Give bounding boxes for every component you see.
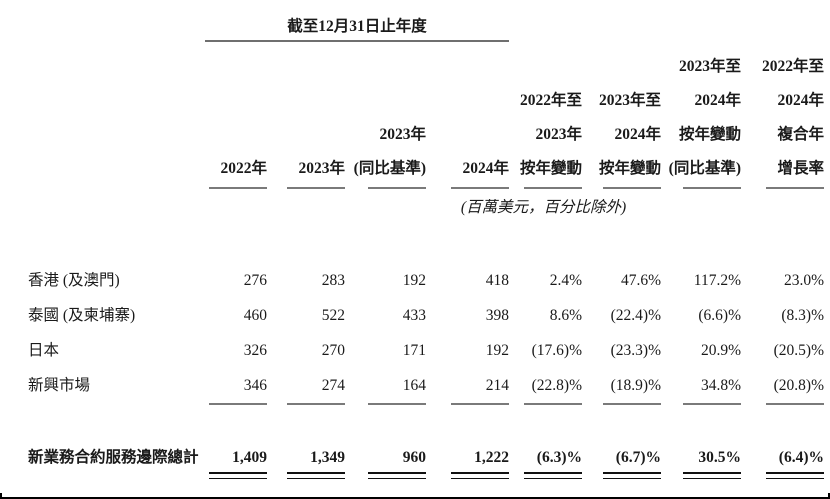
value-cell: (20.5)% bbox=[773, 342, 824, 359]
value-cell: 214 bbox=[485, 377, 509, 394]
column-rule bbox=[683, 403, 741, 405]
value-cell: 460 bbox=[243, 307, 267, 324]
value-cell: 23.0% bbox=[783, 272, 824, 289]
page-bottom-border bbox=[0, 493, 830, 499]
value-cell: 47.6% bbox=[620, 272, 661, 289]
value-cell: 270 bbox=[321, 342, 345, 359]
spanner-header: 截至12月31日止年度 bbox=[205, 14, 509, 42]
total-value-cell: 1,349 bbox=[310, 449, 345, 466]
column-rule bbox=[603, 403, 661, 405]
column-rule bbox=[368, 403, 426, 405]
value-cell: (17.6)% bbox=[531, 342, 582, 359]
header-underline bbox=[209, 187, 267, 189]
double-rule bbox=[524, 472, 582, 479]
value-cell: (23.3)% bbox=[610, 342, 661, 359]
header-underline bbox=[683, 187, 741, 189]
header-underline bbox=[287, 187, 345, 189]
value-cell: 398 bbox=[485, 307, 509, 324]
value-cell: 164 bbox=[402, 377, 426, 394]
value-cell: 117.2% bbox=[693, 272, 741, 289]
total-value-cell: 1,409 bbox=[232, 449, 267, 466]
value-cell: 2.4% bbox=[549, 272, 582, 289]
total-row: 新業務合約服務邊際總計 1,409 1,349 960 1,222 (6.3)% bbox=[28, 448, 824, 479]
header-underline bbox=[524, 187, 582, 189]
header-underline bbox=[451, 187, 509, 189]
value-cell: 276 bbox=[243, 272, 267, 289]
column-rule bbox=[287, 403, 345, 405]
value-cell: (22.8)% bbox=[531, 377, 582, 394]
row-label: 新興市場 bbox=[28, 377, 91, 394]
value-cell: (20.8)% bbox=[773, 377, 824, 394]
total-value-cell: 960 bbox=[402, 449, 426, 466]
header-underline bbox=[766, 187, 824, 189]
total-row-label: 新業務合約服務邊際總計 bbox=[28, 449, 199, 466]
value-cell: (8.3)% bbox=[781, 307, 824, 324]
value-cell: 522 bbox=[321, 307, 345, 324]
value-cell: (18.9)% bbox=[610, 377, 661, 394]
value-cell: 192 bbox=[402, 272, 426, 289]
value-cell: 34.8% bbox=[700, 377, 741, 394]
column-header-2022: 2022年 bbox=[205, 50, 267, 189]
column-header-yoy-comparable: 2023年至 2024年 按年變動 (同比基準) bbox=[661, 50, 741, 189]
value-cell: 192 bbox=[485, 342, 509, 359]
column-header-2023-comparable: 2023年 (同比基準) bbox=[345, 50, 426, 189]
value-cell: 326 bbox=[243, 342, 267, 359]
subtotal-rule-row bbox=[28, 403, 824, 406]
double-rule bbox=[451, 472, 509, 479]
unit-note-row: (百萬美元，百分比除外) bbox=[28, 197, 824, 219]
table-row-hongkong: 香港 (及澳門) 276 283 192 418 2.4% 47.6% 117.… bbox=[28, 263, 824, 298]
double-rule bbox=[287, 472, 345, 479]
column-header-spacer bbox=[28, 50, 205, 189]
total-value-cell: (6.4)% bbox=[778, 449, 824, 466]
table-row-japan: 日本 326 270 171 192 (17.6)% (23.3)% 20.9%… bbox=[28, 333, 824, 368]
table-row-emerging-markets: 新興市場 346 274 164 214 (22.8)% (18.9)% 34.… bbox=[28, 368, 824, 403]
double-rule bbox=[368, 472, 426, 479]
header-underline bbox=[368, 187, 426, 189]
row-label: 香港 (及澳門) bbox=[28, 272, 120, 289]
column-header-2023: 2023年 bbox=[267, 50, 345, 189]
double-rule bbox=[683, 472, 741, 479]
column-rule bbox=[766, 403, 824, 405]
column-rule bbox=[451, 403, 509, 405]
row-label: 日本 bbox=[28, 342, 60, 359]
total-value-cell: 30.5% bbox=[698, 449, 741, 466]
value-cell: 8.6% bbox=[549, 307, 582, 324]
double-rule bbox=[603, 472, 661, 479]
unit-note: (百萬美元，百分比除外) bbox=[460, 199, 627, 216]
column-rule bbox=[209, 403, 267, 405]
column-header-row: 2022年 2023年 2023年 (同比基準) 20 bbox=[28, 50, 824, 189]
financial-table: 截至12月31日止年度 2022年 2023年 2023 bbox=[28, 14, 824, 479]
value-cell: 20.9% bbox=[700, 342, 741, 359]
value-cell: 283 bbox=[321, 272, 345, 289]
column-header-yoy-2022-2023: 2022年至 2023年 按年變動 bbox=[509, 50, 582, 189]
total-value-cell: (6.7)% bbox=[615, 449, 661, 466]
double-rule bbox=[766, 472, 824, 479]
value-cell: (6.6)% bbox=[698, 307, 741, 324]
value-cell: 433 bbox=[402, 307, 426, 324]
column-header-2024: 2024年 bbox=[426, 50, 509, 189]
value-cell: (22.4)% bbox=[610, 307, 661, 324]
total-value-cell: (6.3)% bbox=[536, 449, 582, 466]
value-cell: 171 bbox=[402, 342, 426, 359]
header-underline bbox=[603, 187, 661, 189]
spanner-header-row: 截至12月31日止年度 bbox=[28, 14, 824, 42]
column-header-yoy-2023-2024: 2023年至 2024年 按年變動 bbox=[582, 50, 661, 189]
column-header-cagr: 2022年至 2024年 複合年 增長率 bbox=[741, 50, 824, 189]
value-cell: 418 bbox=[485, 272, 509, 289]
column-rule bbox=[524, 403, 582, 405]
total-value-cell: 1,222 bbox=[474, 449, 509, 466]
table-row-thailand: 泰國 (及柬埔寨) 460 522 433 398 8.6% (22.4)% (… bbox=[28, 298, 824, 333]
value-cell: 274 bbox=[321, 377, 345, 394]
value-cell: 346 bbox=[243, 377, 267, 394]
row-label: 泰國 (及柬埔寨) bbox=[28, 307, 136, 324]
double-rule bbox=[209, 472, 267, 479]
